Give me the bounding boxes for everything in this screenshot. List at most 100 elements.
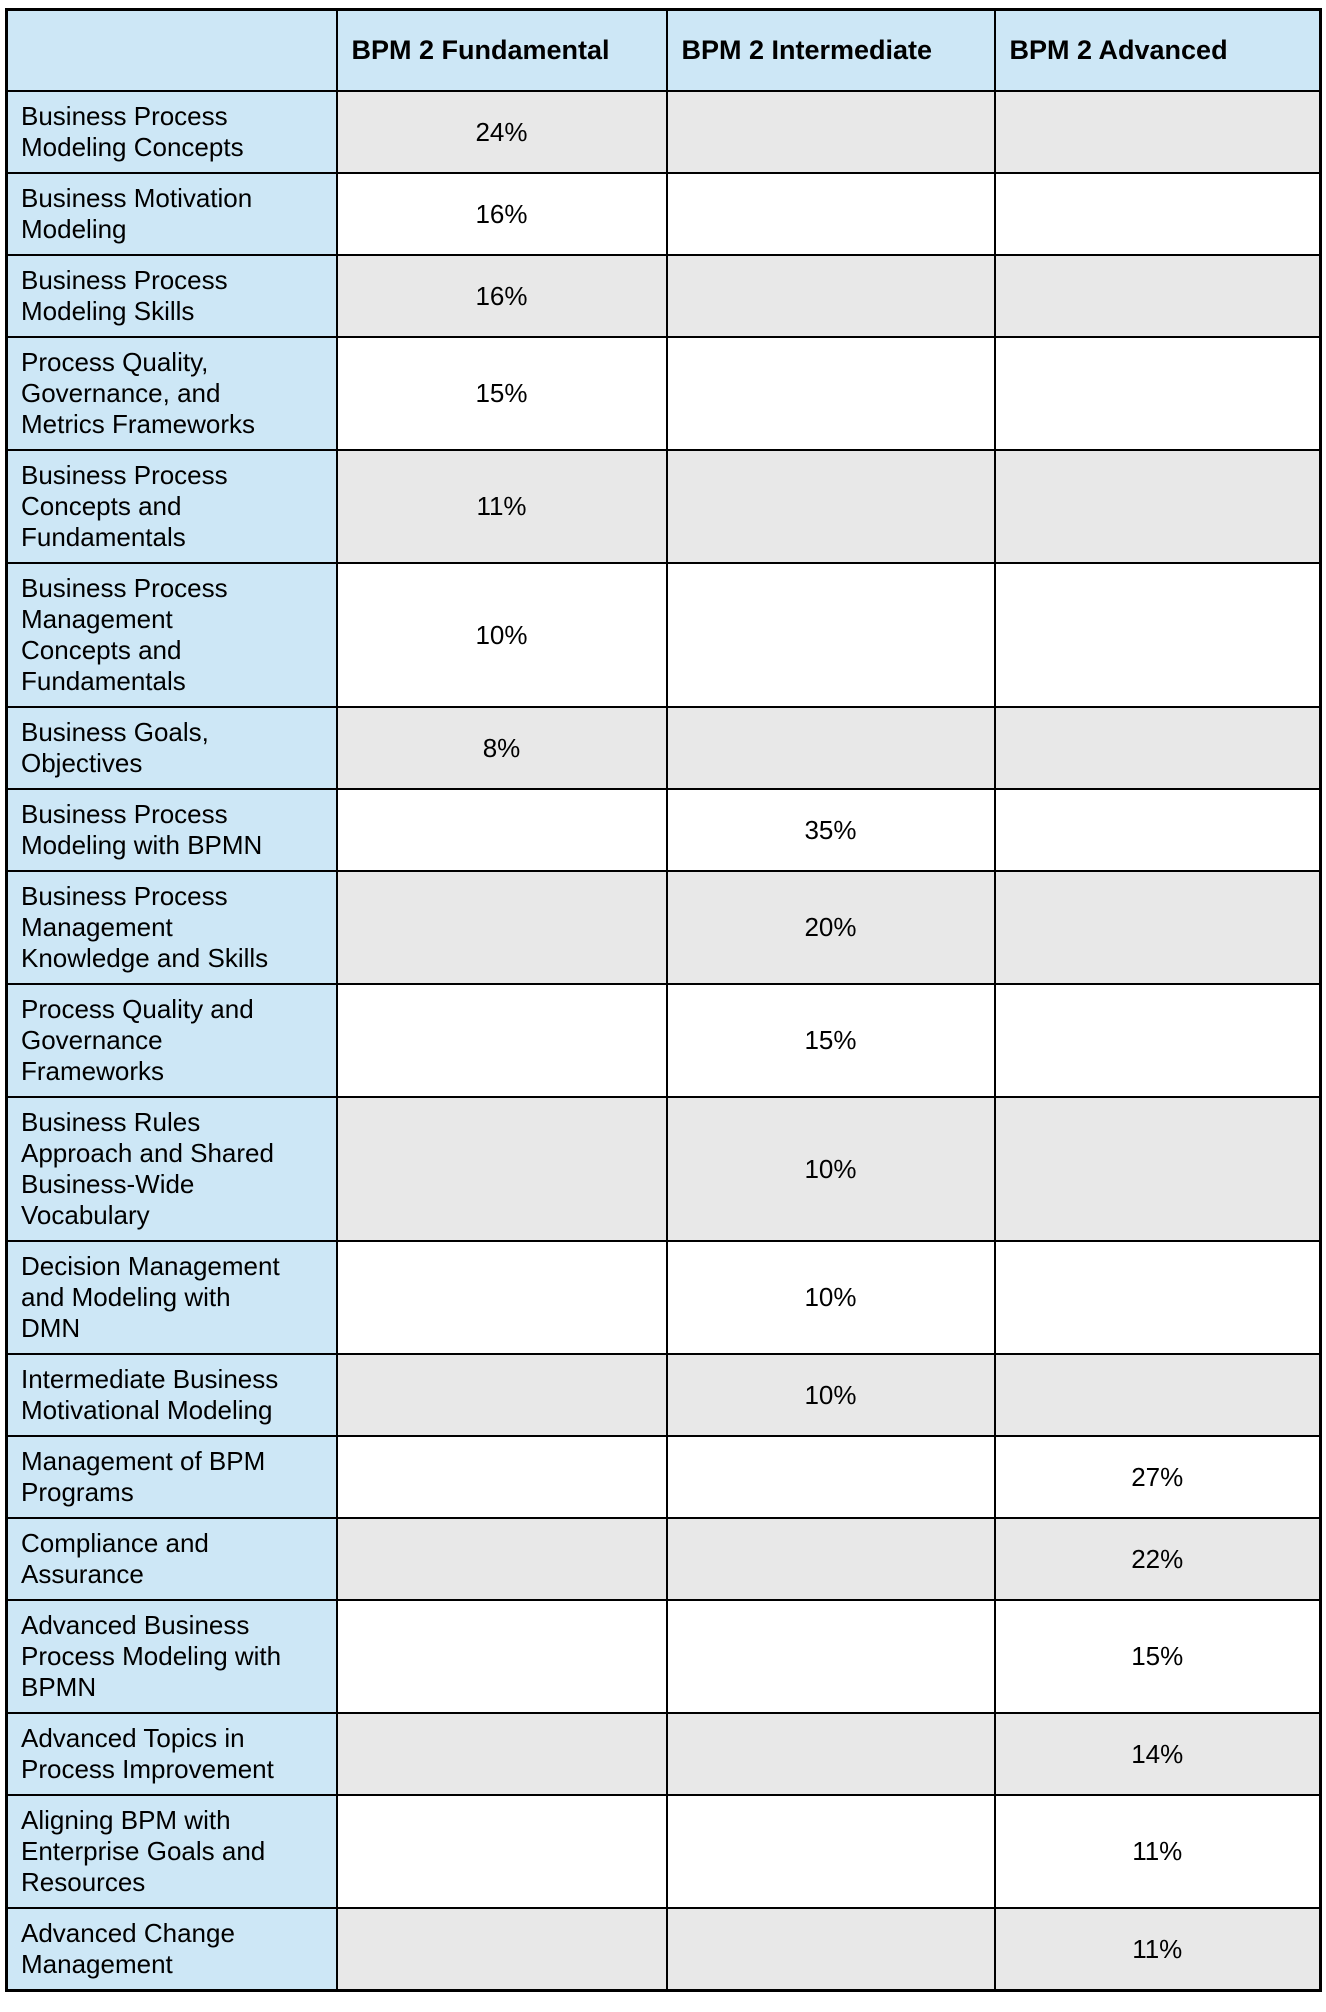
table-row: Business Process Management Knowledge an… (5, 870, 1322, 985)
intermediate-value-cell (665, 1435, 996, 1519)
table-row: Management of BPM Programs 27% (5, 1435, 1322, 1519)
exam-weighting-table: BPM 2 Fundamental BPM 2 Intermediate BPM… (5, 8, 1322, 1992)
advanced-value-cell (993, 172, 1322, 256)
topic-cell: Business Goals, Objectives (5, 706, 338, 790)
fundamental-value-cell (335, 1517, 668, 1601)
fundamental-value-cell (335, 1794, 668, 1909)
table-row: Decision Management and Modeling with DM… (5, 1240, 1322, 1355)
fundamental-value-cell: 16% (335, 254, 668, 338)
intermediate-value-cell (665, 1907, 996, 1992)
advanced-value-cell (993, 336, 1322, 451)
advanced-value-cell: 14% (993, 1712, 1322, 1796)
topic-cell: Advanced Topics in Process Improvement (5, 1712, 338, 1796)
fundamental-value-cell: 8% (335, 706, 668, 790)
table-row: Process Quality and Governance Framework… (5, 983, 1322, 1098)
intermediate-value-cell (665, 1712, 996, 1796)
fundamental-value-cell (335, 1240, 668, 1355)
topic-cell: Business Process Modeling with BPMN (5, 788, 338, 872)
intermediate-value-cell: 20% (665, 870, 996, 985)
topic-cell: Management of BPM Programs (5, 1435, 338, 1519)
topic-cell: Business Process Modeling Concepts (5, 90, 338, 174)
fundamental-value-cell: 24% (335, 90, 668, 174)
advanced-value-cell (993, 870, 1322, 985)
intermediate-value-cell: 10% (665, 1240, 996, 1355)
intermediate-value-cell (665, 336, 996, 451)
table-row: Business Motivation Modeling 16% (5, 172, 1322, 256)
topic-cell: Business Process Management Knowledge an… (5, 870, 338, 985)
fundamental-value-cell (335, 1599, 668, 1714)
table-row: Advanced Change Management 11% (5, 1907, 1322, 1992)
table-row: Business Process Management Concepts and… (5, 562, 1322, 708)
advanced-value-cell (993, 254, 1322, 338)
topic-cell: Business Process Management Concepts and… (5, 562, 338, 708)
table-row: Aligning BPM with Enterprise Goals and R… (5, 1794, 1322, 1909)
advanced-value-cell (993, 788, 1322, 872)
fundamental-value-cell (335, 1353, 668, 1437)
advanced-value-cell: 27% (993, 1435, 1322, 1519)
fundamental-value-cell: 15% (335, 336, 668, 451)
topic-cell: Business Process Modeling Skills (5, 254, 338, 338)
table-row: Business Process Concepts and Fundamenta… (5, 449, 1322, 564)
fundamental-value-cell (335, 1096, 668, 1242)
fundamental-value-cell (335, 1435, 668, 1519)
fundamental-value-cell (335, 1712, 668, 1796)
fundamental-value-cell: 16% (335, 172, 668, 256)
advanced-value-cell: 11% (993, 1907, 1322, 1992)
column-header-advanced: BPM 2 Advanced (993, 8, 1322, 92)
advanced-value-cell: 11% (993, 1794, 1322, 1909)
advanced-value-cell (993, 1353, 1322, 1437)
intermediate-value-cell (665, 706, 996, 790)
topic-cell: Compliance and Assurance (5, 1517, 338, 1601)
topic-cell: Aligning BPM with Enterprise Goals and R… (5, 1794, 338, 1909)
intermediate-value-cell (665, 90, 996, 174)
fundamental-value-cell (335, 1907, 668, 1992)
intermediate-value-cell: 35% (665, 788, 996, 872)
table-row: Advanced Topics in Process Improvement 1… (5, 1712, 1322, 1796)
topic-cell: Intermediate Business Motivational Model… (5, 1353, 338, 1437)
topic-cell: Advanced Business Process Modeling with … (5, 1599, 338, 1714)
fundamental-value-cell (335, 870, 668, 985)
intermediate-value-cell (665, 1599, 996, 1714)
advanced-value-cell (993, 449, 1322, 564)
column-header-intermediate: BPM 2 Intermediate (665, 8, 996, 92)
intermediate-value-cell (665, 1794, 996, 1909)
topic-cell: Decision Management and Modeling with DM… (5, 1240, 338, 1355)
topic-cell: Process Quality and Governance Framework… (5, 983, 338, 1098)
intermediate-value-cell (665, 562, 996, 708)
intermediate-value-cell: 10% (665, 1353, 996, 1437)
fundamental-value-cell: 10% (335, 562, 668, 708)
advanced-value-cell (993, 1096, 1322, 1242)
advanced-value-cell (993, 1240, 1322, 1355)
advanced-value-cell: 15% (993, 1599, 1322, 1714)
topic-cell: Advanced Change Management (5, 1907, 338, 1992)
topic-cell: Business Motivation Modeling (5, 172, 338, 256)
intermediate-value-cell: 15% (665, 983, 996, 1098)
advanced-value-cell (993, 983, 1322, 1098)
fundamental-value-cell: 11% (335, 449, 668, 564)
table-row: Intermediate Business Motivational Model… (5, 1353, 1322, 1437)
table-header: BPM 2 Fundamental BPM 2 Intermediate BPM… (5, 8, 1322, 92)
corner-cell (5, 8, 338, 92)
intermediate-value-cell (665, 449, 996, 564)
table-row: Business Process Modeling with BPMN 35% (5, 788, 1322, 872)
table-row: Business Goals, Objectives 8% (5, 706, 1322, 790)
topic-cell: Business Rules Approach and Shared Busin… (5, 1096, 338, 1242)
table-row: Business Process Modeling Concepts 24% (5, 90, 1322, 174)
table-row: Advanced Business Process Modeling with … (5, 1599, 1322, 1714)
header-row: BPM 2 Fundamental BPM 2 Intermediate BPM… (5, 8, 1322, 92)
table-row: Business Rules Approach and Shared Busin… (5, 1096, 1322, 1242)
advanced-value-cell (993, 562, 1322, 708)
intermediate-value-cell: 10% (665, 1096, 996, 1242)
intermediate-value-cell (665, 172, 996, 256)
table-row: Process Quality, Governance, and Metrics… (5, 336, 1322, 451)
intermediate-value-cell (665, 1517, 996, 1601)
exam-table-body: Business Process Modeling Concepts 24% B… (5, 90, 1322, 1992)
table-row: Compliance and Assurance 22% (5, 1517, 1322, 1601)
advanced-value-cell (993, 90, 1322, 174)
topic-cell: Process Quality, Governance, and Metrics… (5, 336, 338, 451)
advanced-value-cell: 22% (993, 1517, 1322, 1601)
column-header-fundamental: BPM 2 Fundamental (335, 8, 668, 92)
topic-cell: Business Process Concepts and Fundamenta… (5, 449, 338, 564)
fundamental-value-cell (335, 983, 668, 1098)
table-row: Business Process Modeling Skills 16% (5, 254, 1322, 338)
